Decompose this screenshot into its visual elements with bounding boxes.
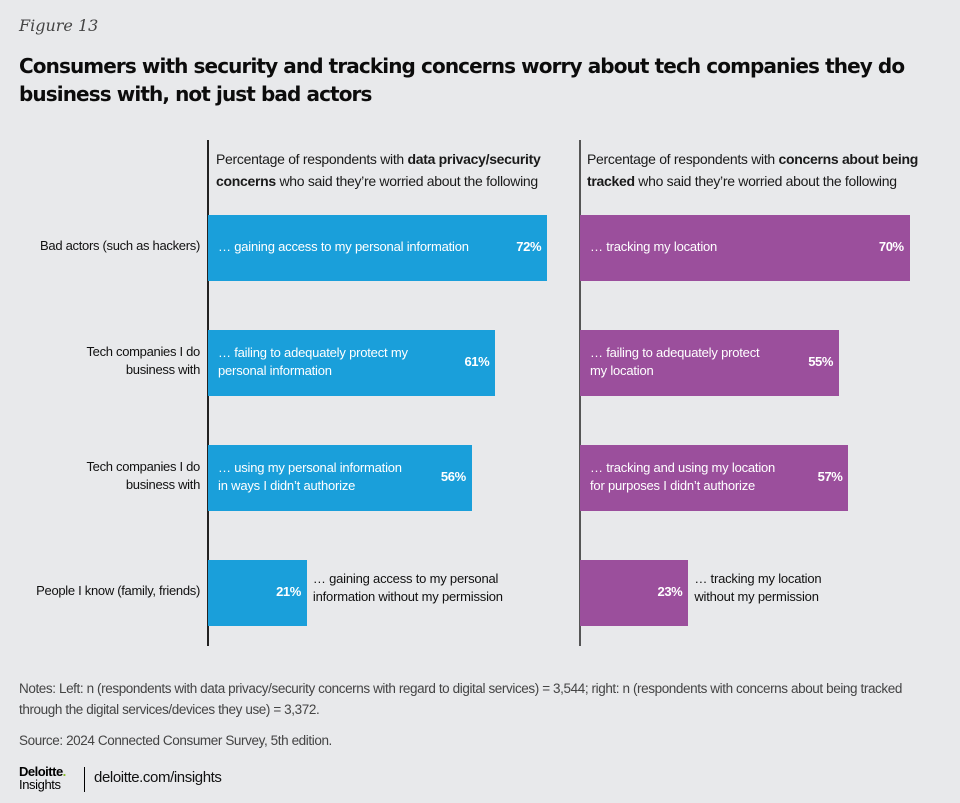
tracking-bar: 70% … tracking my location — [580, 215, 910, 281]
bar-value-label: 61% — [464, 354, 490, 369]
logo-divider — [84, 767, 85, 792]
tracking-bar: 55% … failing to adequately protect my loc… — [580, 330, 840, 396]
heading-bold: data privacy/security concerns — [216, 151, 541, 189]
bar-description: … gaining access to my personal informat… — [218, 239, 469, 254]
category-label: Tech companies I do business with — [86, 344, 200, 377]
bar-value-label: 56% — [440, 469, 466, 484]
logo-deloitte-text: Deloitte — [19, 764, 63, 779]
bar-description: … tracking and using my location for purp… — [590, 460, 776, 493]
footer-url-link[interactable]: deloitte.com/insights — [94, 769, 222, 786]
bar-description: … tracking my location — [590, 239, 718, 254]
bar-description: … failing to adequately protect my person… — [218, 345, 408, 378]
logo-insights-text: Insights — [19, 777, 61, 792]
bar-description: … using my personal information in ways I… — [218, 460, 402, 493]
bar-value-label: 72% — [516, 239, 542, 254]
left-axis-line — [207, 140, 209, 646]
privacy-bar: 72% … gaining access to my personal infor… — [208, 215, 548, 281]
tracking-bar: 57% … tracking and using my location for p… — [580, 445, 849, 511]
category-label: Tech companies I do business with — [86, 459, 200, 492]
logo-green-dot: . — [62, 764, 67, 779]
heading-text: Percentage of respondents with — [216, 151, 408, 167]
privacy-bar: 61% … failing to adequately protect my per… — [208, 330, 496, 396]
category-label: People I know (family, friends) — [36, 583, 200, 598]
figure-label: Figure 13 — [19, 16, 99, 35]
category-label: Bad actors (such as hackers) — [40, 238, 200, 253]
source: Source: 2024 Connected Consumer Survey, … — [19, 733, 332, 748]
tracking-bar: 23% — [580, 560, 689, 626]
privacy-bar: 21% — [208, 560, 307, 626]
deloitte-insights-logo: Deloitte. Insights — [19, 765, 66, 792]
right-panel-heading: Percentage of respondents with concerns … — [587, 148, 947, 192]
chart-title: Consumers with security and tracking con… — [19, 54, 905, 106]
bar-description: … failing to adequately protect my locati… — [590, 345, 760, 378]
notes: Notes: Left: n (respondents with data pr… — [19, 681, 902, 717]
heading-bold: concerns about being tracked — [587, 151, 918, 189]
bar-description: … tracking my location without my permiss… — [694, 571, 822, 604]
bar-value-label: 21% — [276, 584, 301, 599]
bar-value-label: 57% — [817, 469, 843, 484]
left-panel-heading: Percentage of respondents with data priv… — [216, 148, 566, 192]
heading-text: Percentage of respondents with — [587, 151, 779, 167]
privacy-bar: 56% … using my personal information in way… — [208, 445, 472, 511]
heading-text: who said they’re worried about the follo… — [634, 173, 897, 189]
bar-value-label: 23% — [657, 584, 683, 599]
right-axis-line — [579, 140, 581, 646]
heading-text: who said they’re worried about the follo… — [275, 173, 538, 189]
bar-description: … gaining access to my personal informati… — [312, 571, 503, 604]
bar-value-label: 55% — [808, 354, 834, 369]
bar-value-label: 70% — [878, 239, 904, 254]
